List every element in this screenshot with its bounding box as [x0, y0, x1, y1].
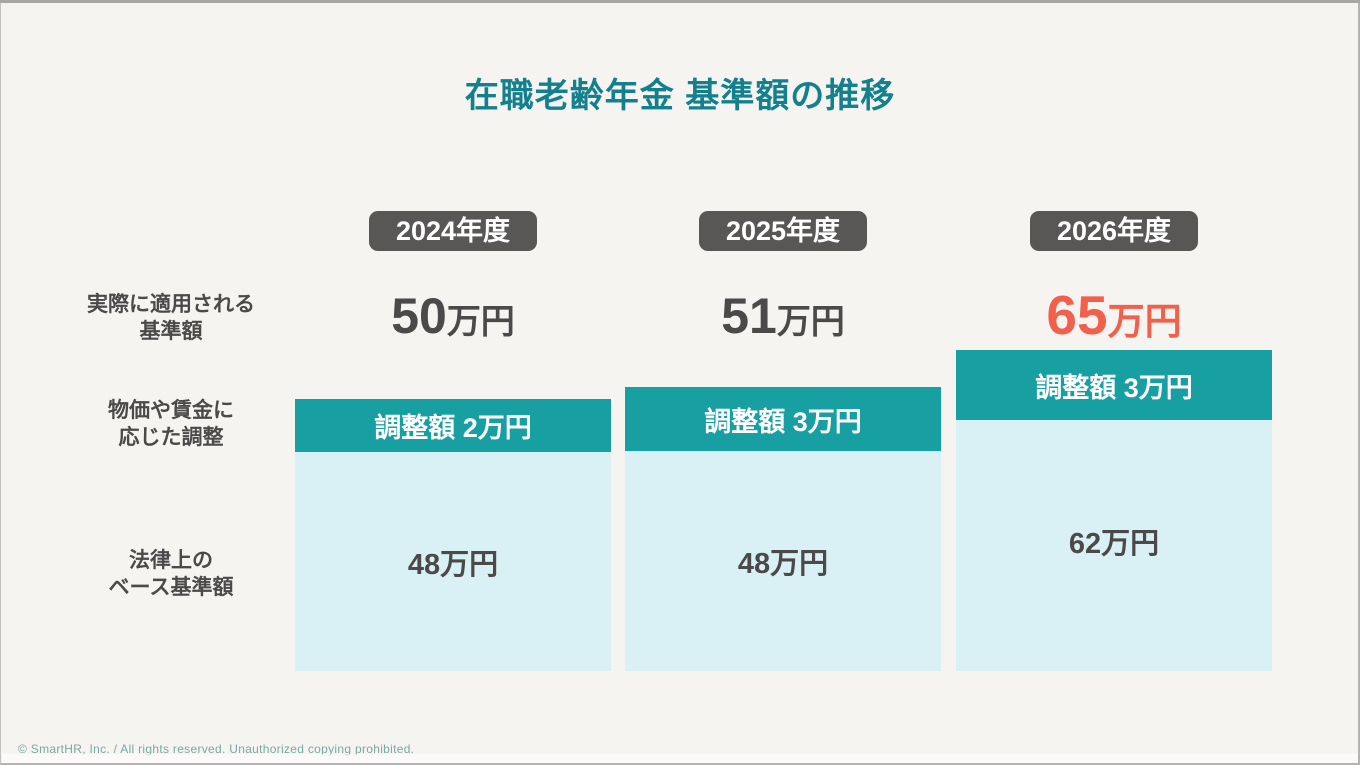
applied-amount-unit: 万円: [1107, 301, 1182, 342]
adjustment-band-2024: 調整額 2万円: [295, 399, 611, 452]
bottom-strip: [2, 754, 1358, 763]
applied-amount-unit: 万円: [776, 303, 845, 341]
row-header-line: 実際に適用される: [87, 293, 255, 316]
row-header-line: 基準額: [139, 320, 203, 343]
applied-amount-value: 65: [1046, 284, 1108, 346]
row-header-line: 応じた調整: [118, 426, 224, 449]
applied-amount-2025: 51 万円: [625, 291, 941, 341]
column-2026: 2026年度 65 万円 調整額 3万円 62万円: [956, 3, 1272, 765]
row-header-price-wage-adjustment: 物価や賃金に 応じた調整: [51, 397, 291, 451]
adjustment-band-2025: 調整額 3万円: [625, 387, 941, 451]
year-badge-2025: 2025年度: [699, 211, 867, 251]
applied-amount-value: 51: [721, 288, 777, 344]
copyright-notice: © SmartHR, Inc. / All rights reserved. U…: [18, 742, 415, 756]
applied-amount-unit: 万円: [446, 303, 515, 341]
year-badge-2026: 2026年度: [1030, 211, 1198, 251]
page-title: 在職老齢年金 基準額の推移: [464, 77, 896, 115]
adjustment-band-2026: 調整額 3万円: [956, 350, 1272, 420]
column-2025: 2025年度 51 万円 調整額 3万円 48万円: [625, 3, 941, 765]
applied-amount-value: 50: [391, 288, 447, 344]
base-amount-box-2025: 48万円: [625, 451, 941, 671]
row-header-line: ベース基準額: [108, 576, 234, 599]
row-header-line: 法律上の: [129, 549, 213, 572]
column-2024: 2024年度 50 万円 調整額 2万円 48万円: [295, 3, 611, 765]
applied-amount-2026-highlighted: 65 万円: [956, 288, 1272, 343]
base-amount-box-2026: 62万円: [956, 420, 1272, 671]
row-header-applied-amount: 実際に適用される 基準額: [51, 291, 291, 345]
row-header-legal-base-amount: 法律上の ベース基準額: [51, 547, 291, 601]
year-badge-2024: 2024年度: [369, 211, 537, 251]
row-header-line: 物価や賃金に: [108, 399, 234, 422]
base-amount-box-2024: 48万円: [295, 452, 611, 671]
applied-amount-2024: 50 万円: [295, 291, 611, 341]
